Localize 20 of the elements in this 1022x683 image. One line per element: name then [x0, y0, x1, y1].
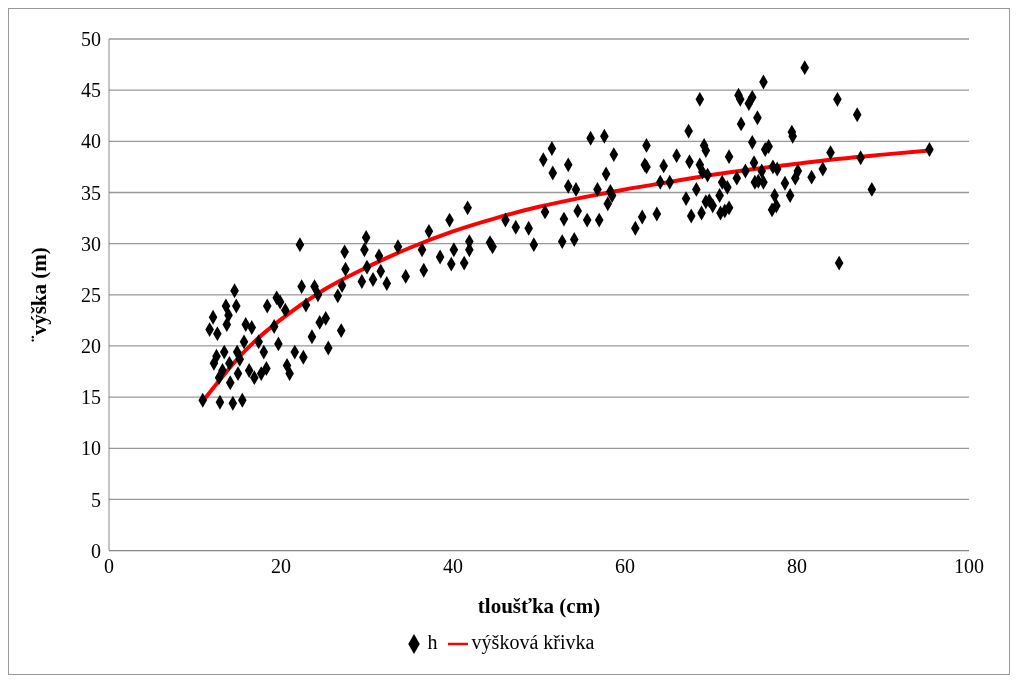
x-tick-label: 20 — [271, 554, 291, 577]
x-tick-label: 60 — [615, 554, 635, 577]
y-tick-label: 35 — [81, 181, 101, 204]
y-tick-label: 50 — [81, 28, 101, 51]
y-tick-label: 40 — [81, 130, 101, 153]
y-tick-label: 10 — [81, 437, 101, 460]
y-tick-label: 25 — [81, 283, 101, 306]
legend-label: h — [427, 630, 438, 653]
x-tick-label: 80 — [787, 554, 807, 577]
x-tick-label: 100 — [954, 554, 984, 577]
y-tick-label: 5 — [91, 488, 101, 511]
y-tick-label: 0 — [91, 539, 101, 562]
y-tick-label: 45 — [81, 79, 101, 102]
y-tick-label: 15 — [81, 386, 101, 409]
x-tick-label: 40 — [443, 554, 463, 577]
y-tick-label: 30 — [81, 232, 101, 255]
y-tick-label: 20 — [81, 335, 101, 358]
y-axis-title: ¨výška (m) — [27, 247, 52, 343]
legend-label: výšková křivka — [471, 630, 595, 653]
x-axis-title: tloušťka (cm) — [477, 593, 601, 618]
